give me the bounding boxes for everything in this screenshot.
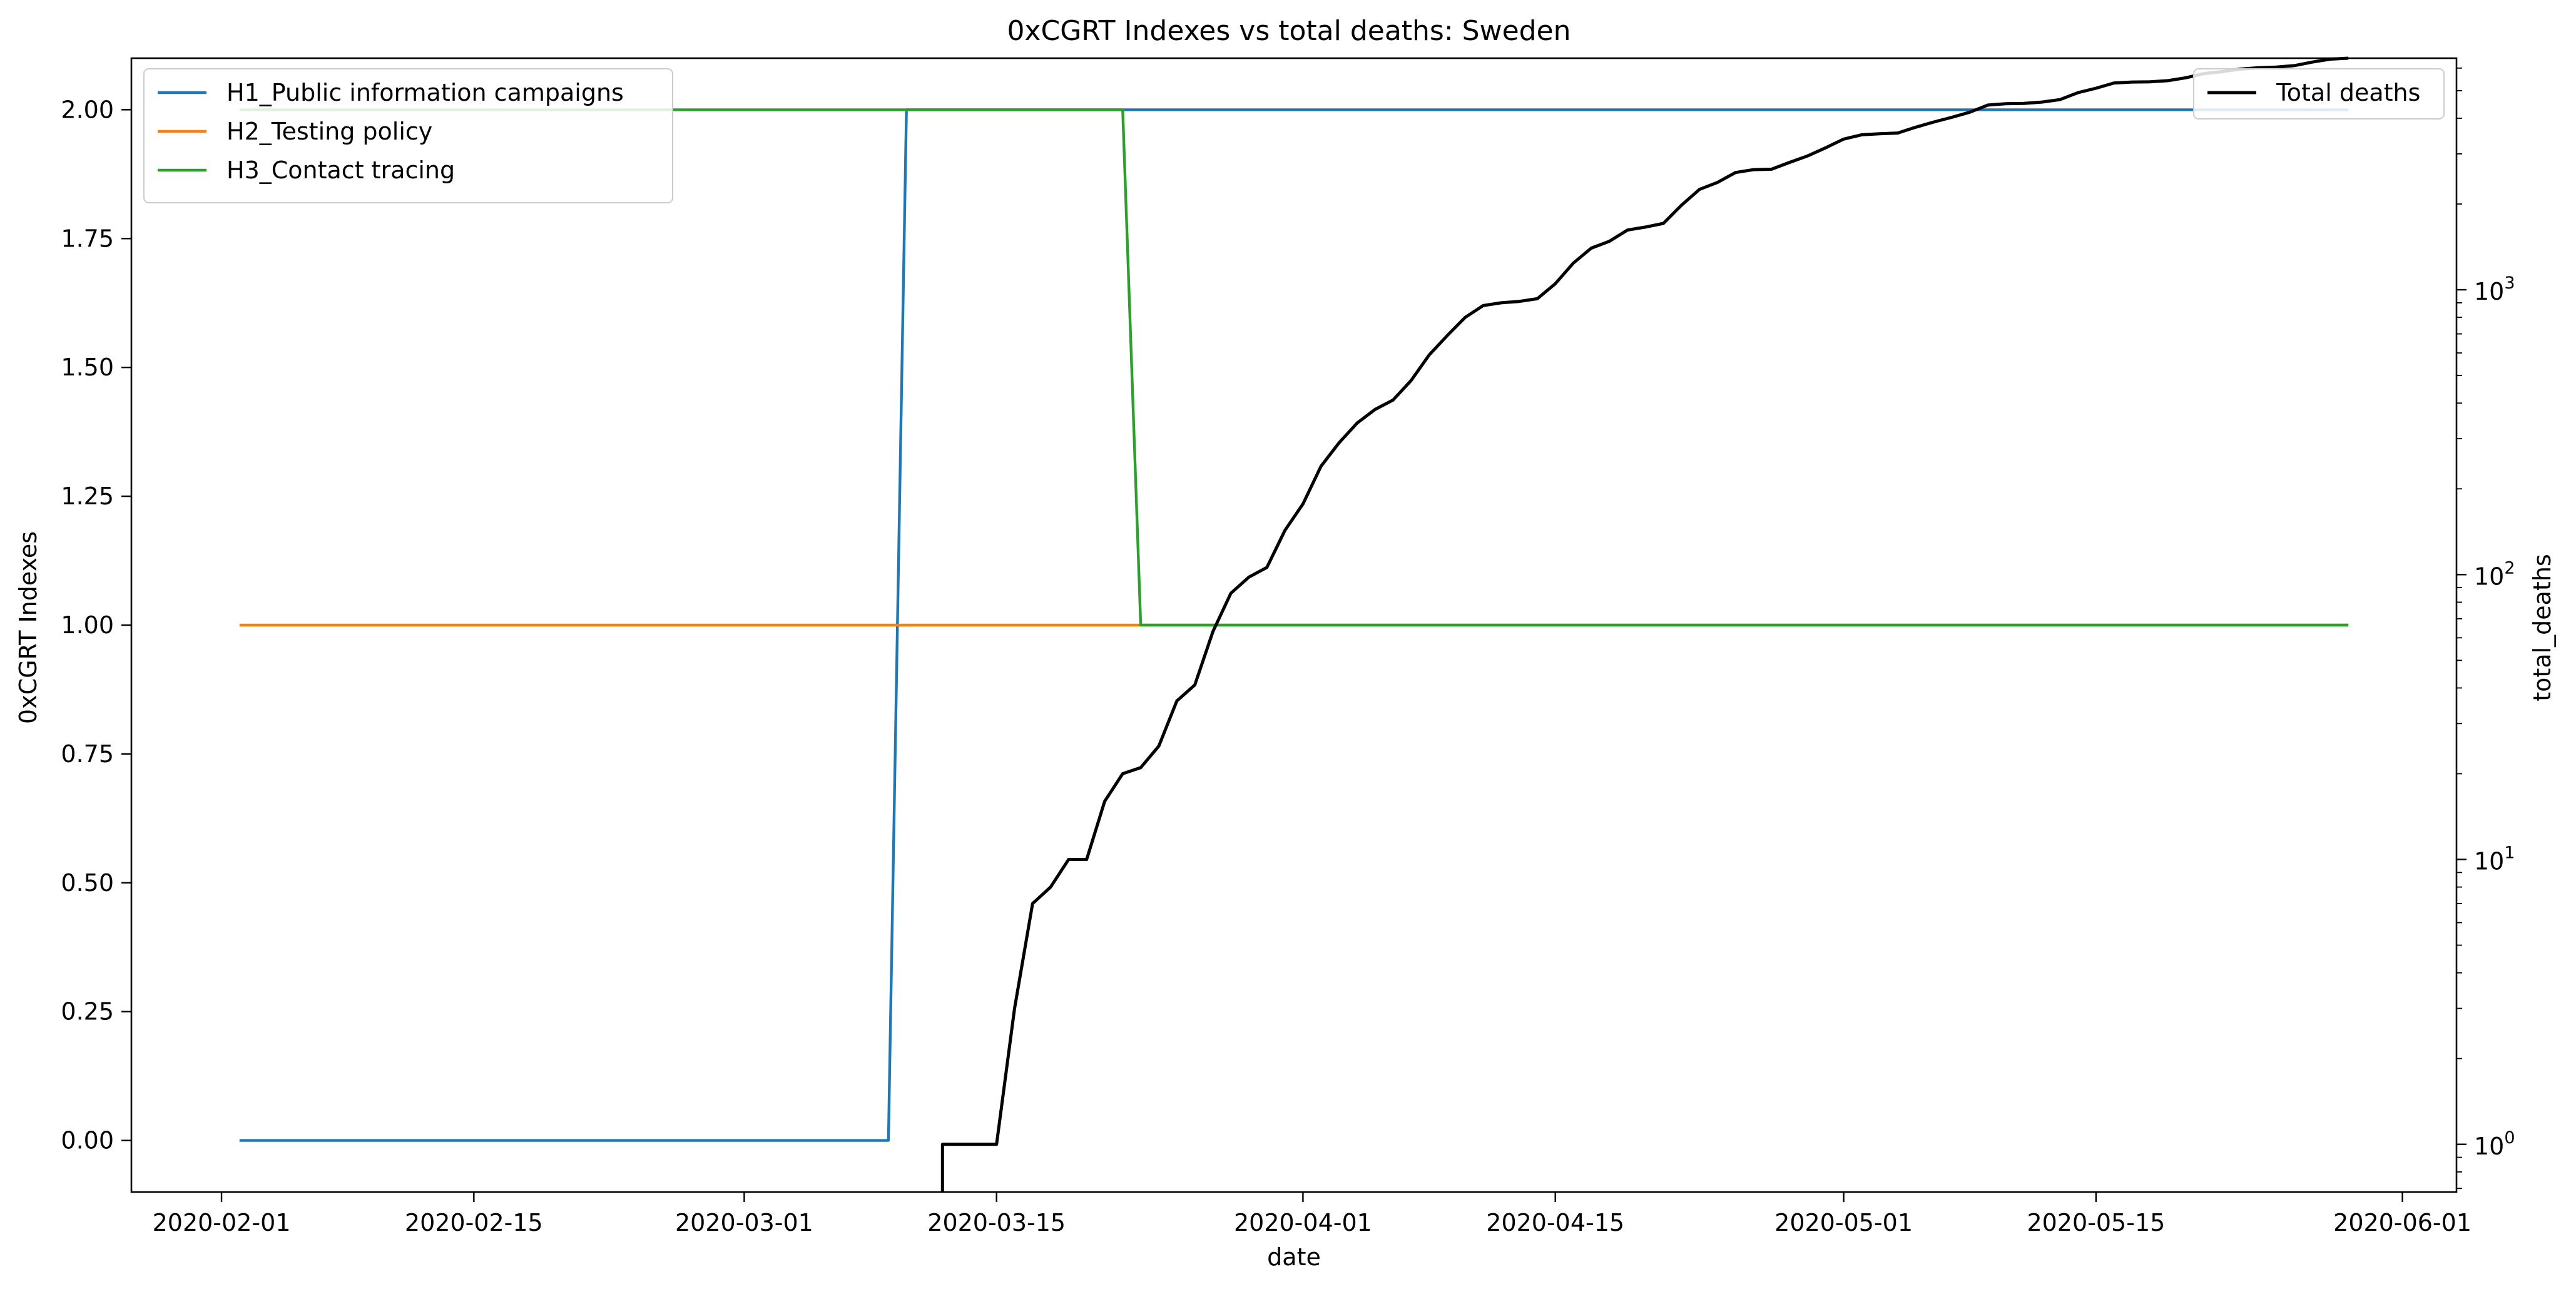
y-tick-label: 0.25	[61, 998, 114, 1026]
x-tick-label: 2020-05-15	[2027, 1209, 2165, 1236]
legend-label: H2_Testing policy	[227, 118, 432, 145]
y-tick-label: 0.75	[61, 740, 114, 768]
legend-right-box	[2193, 68, 2445, 120]
x-axis-label: date	[1267, 1243, 1321, 1271]
y2-tick-base: 10	[2474, 563, 2504, 590]
series-layer	[239, 56, 2349, 1192]
y2-tick-exponent: 0	[2504, 1128, 2515, 1148]
series-line-2	[239, 108, 2349, 627]
y-tick-label: 2.00	[61, 96, 114, 123]
y2-tick-base: 10	[2474, 848, 2504, 875]
y-tick-label: 1.50	[61, 354, 114, 381]
y-tick-label: 1.00	[61, 611, 114, 639]
y-tick-label: 0.00	[61, 1127, 114, 1154]
y2-tick-base: 10	[2474, 278, 2504, 305]
series-line-3	[940, 56, 2349, 1192]
x-tick-label: 2020-02-01	[153, 1209, 291, 1236]
chart-title: 0xCGRT Indexes vs total deaths: Sweden	[1007, 15, 1571, 47]
y-tick-label: 0.50	[61, 869, 114, 897]
legend-right: Total deaths	[2193, 68, 2445, 120]
legend-label: Total deaths	[2276, 79, 2420, 106]
y-tick-label: 1.75	[61, 225, 114, 252]
legend-left: H1_Public information campaigns H2_Testin…	[143, 68, 673, 203]
plot-frame	[130, 57, 2458, 1193]
legend-left-box	[143, 68, 673, 203]
x-tick-label: 2020-04-15	[1486, 1209, 1624, 1236]
x-tick-label: 2020-04-01	[1234, 1209, 1372, 1236]
legend-label: H1_Public information campaigns	[227, 79, 624, 106]
y2-tick-exponent: 2	[2504, 558, 2515, 578]
y2-tick-label: 101	[2474, 843, 2515, 875]
x-tick-label: 2020-06-01	[2333, 1209, 2472, 1236]
y2-tick-label: 100	[2474, 1128, 2515, 1160]
x-tick-label: 2020-02-15	[405, 1209, 543, 1236]
y2-tick-exponent: 1	[2504, 843, 2515, 863]
y-tick-label: 1.25	[61, 482, 114, 510]
y2-tick-base: 10	[2474, 1133, 2504, 1160]
y-axis-label: 0xCGRT Indexes	[14, 531, 42, 724]
ticks-layer: 2020-02-01 2020-02-15 2020-03-01 2020-03-15…	[61, 67, 2515, 1236]
y2-axis-label: total_deaths	[2528, 554, 2556, 701]
x-tick-label: 2020-03-15	[927, 1209, 1066, 1236]
x-tick-label: 2020-03-01	[675, 1209, 813, 1236]
y2-tick-label: 103	[2474, 273, 2515, 305]
y2-tick-label: 102	[2474, 558, 2515, 590]
x-tick-label: 2020-05-01	[1774, 1209, 1913, 1236]
legend-label: H3_Contact tracing	[227, 156, 455, 184]
y2-tick-exponent: 3	[2504, 273, 2515, 293]
